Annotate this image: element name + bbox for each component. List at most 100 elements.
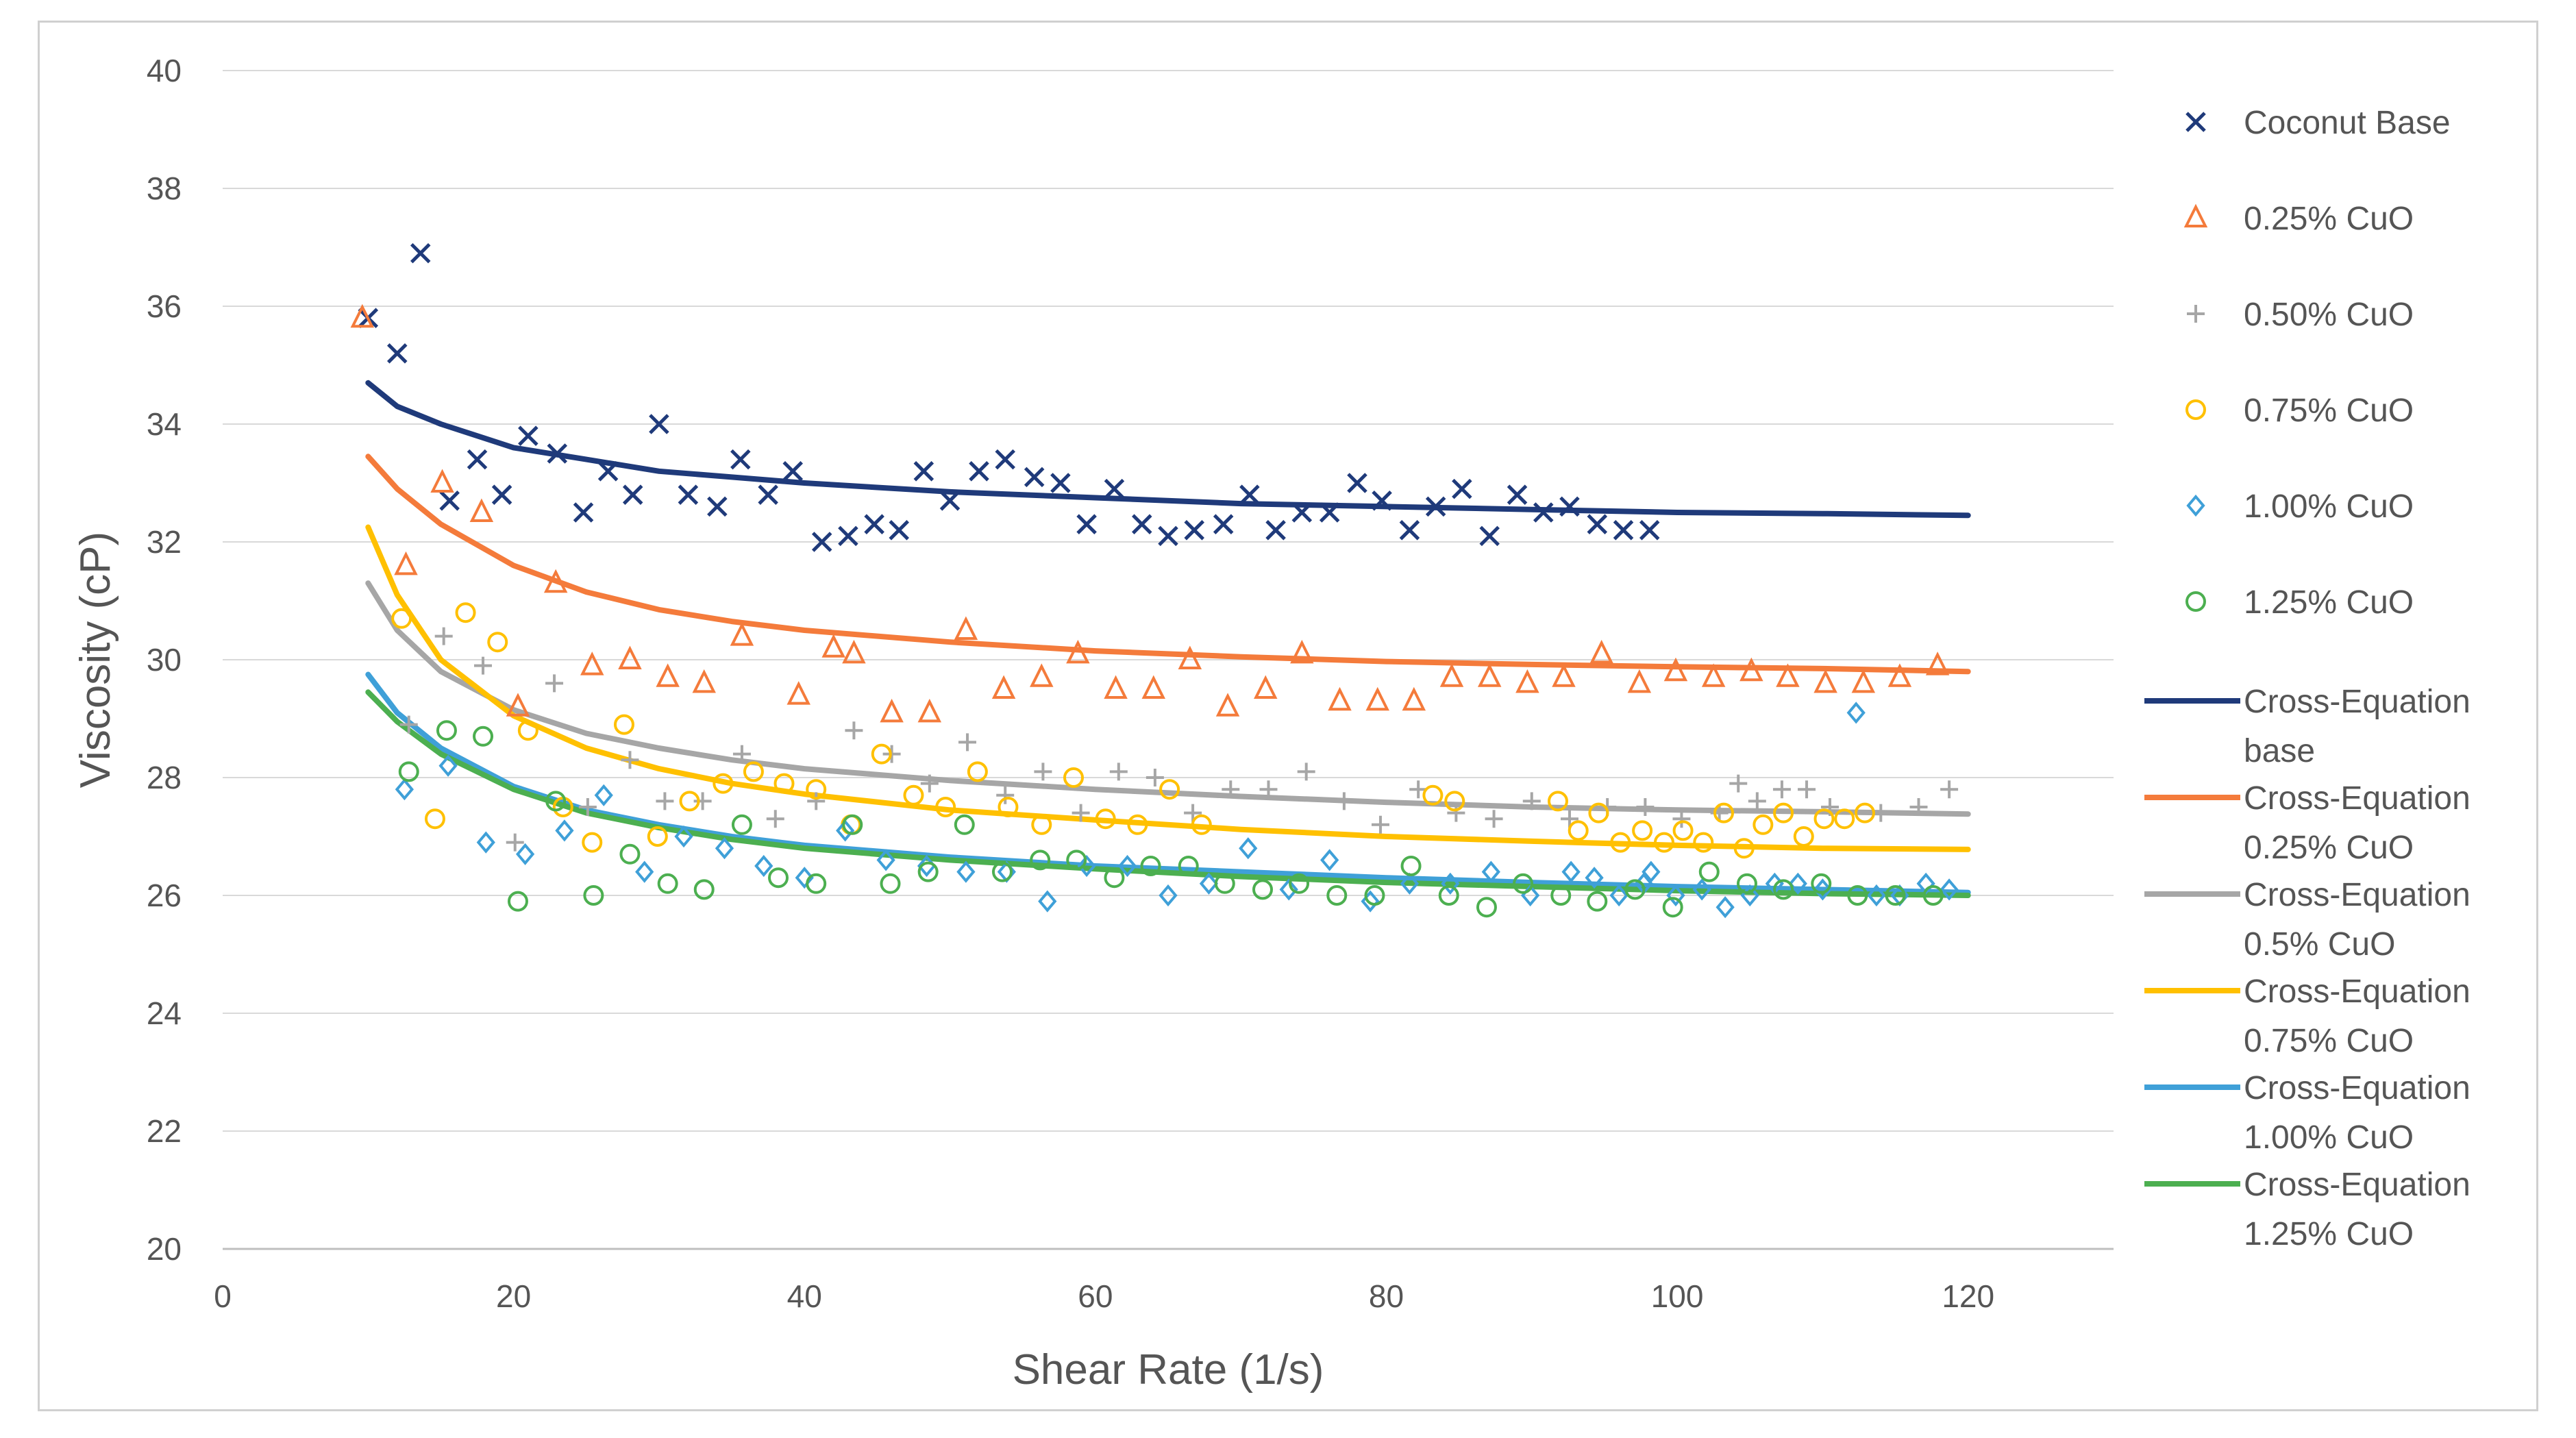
data-point [1214,873,1235,894]
data-point [1733,838,1755,859]
data-point [647,826,668,847]
legend-marker [2185,112,2206,132]
data-point [455,602,476,623]
data-point [506,833,524,852]
legend-item: Cross-Equation 0.75% CuO [2144,974,2470,1059]
data-point [693,792,712,810]
data-point [474,656,493,675]
data-point [1851,669,1876,693]
data-point [1252,879,1273,900]
data-point [1452,478,1472,499]
data-point [1522,792,1541,810]
data-point [1642,860,1661,883]
fit-line [365,454,1971,675]
data-point [1793,826,1814,847]
data-point [1672,820,1694,841]
legend-item: Cross-Equation 1.25% CuO [2144,1167,2470,1252]
data-point [871,743,892,765]
data-point [1447,804,1465,822]
x-tick-label: 120 [1942,1278,1994,1314]
data-point [1422,784,1444,806]
data-point [391,608,412,629]
data-point [1030,663,1054,687]
data-point [1095,808,1116,830]
data-point [578,798,597,816]
data-point [1813,878,1832,901]
data-point [518,425,538,446]
data-point [1713,802,1735,823]
data-point [394,551,418,575]
data-point [1636,798,1655,816]
data-point [1034,763,1052,781]
legend-label: 1.00% CuO [2244,488,2414,525]
data-point [434,627,453,645]
data-point [842,814,863,835]
y-tick-label: 30 [147,642,182,678]
data-point [954,616,978,640]
legend-label: Cross-Equation [2244,974,2470,1010]
data-point [1399,520,1420,541]
data-point [424,808,445,830]
data-point [473,726,494,747]
data-point [1550,885,1572,906]
data-point [1438,885,1459,906]
y-tick-label: 32 [147,524,182,560]
data-point [1400,856,1422,876]
fit-line [365,524,1971,852]
data-point [1773,802,1794,823]
data-point [967,761,988,782]
data-point [619,843,641,865]
data-point [1559,496,1580,517]
data-point [1698,861,1720,882]
data-point [1335,792,1353,810]
fit-line [365,380,1971,519]
data-point [913,461,934,482]
data-point [1776,663,1800,687]
data-point [1199,872,1219,895]
data-point [996,786,1015,804]
legend-label: Cross-Equation [2244,877,2470,913]
data-point [582,832,603,853]
data-point [545,791,567,812]
data-point [467,449,488,470]
data-point [773,773,795,794]
data-point [880,873,901,894]
data-point [1215,693,1240,717]
x-axis-ticks: 0 20 40 60 80 100 120 [214,1278,1994,1314]
data-point [1513,873,1534,894]
data-point [506,693,530,717]
data-point [1887,663,1912,687]
x-tick-label: 60 [1078,1278,1113,1314]
data-point [1441,872,1460,895]
data-point [1024,467,1045,488]
data-point [1476,897,1497,918]
data-point [1867,884,1886,907]
data-point [1030,850,1051,871]
legend: Coconut Base 0.25% CuO 0.50% CuO 0.75% CuO 1… [2144,105,2470,1252]
data-point [1213,514,1234,534]
data-point [1109,763,1128,781]
data-point [811,532,832,552]
data-point [1400,872,1420,895]
data-point [649,414,669,434]
data-point [1184,520,1204,541]
data-point [1547,791,1568,812]
data-point [622,484,643,505]
legend-marker [2186,494,2205,517]
data-point [1320,849,1339,871]
data-point [1297,763,1315,781]
data-point [1788,872,1807,895]
data-point [1613,520,1634,541]
data-point [1885,885,1906,906]
data-point [350,303,375,328]
data-point [1811,873,1832,894]
data-point [969,461,989,482]
data-point [1031,814,1052,835]
data-point [674,825,693,848]
data-point [1925,652,1950,675]
data-point [954,814,975,835]
data-point [1653,832,1674,853]
data-point [1409,780,1428,799]
legend-label: 0.25% CuO [2244,201,2414,237]
data-point [1533,502,1554,523]
